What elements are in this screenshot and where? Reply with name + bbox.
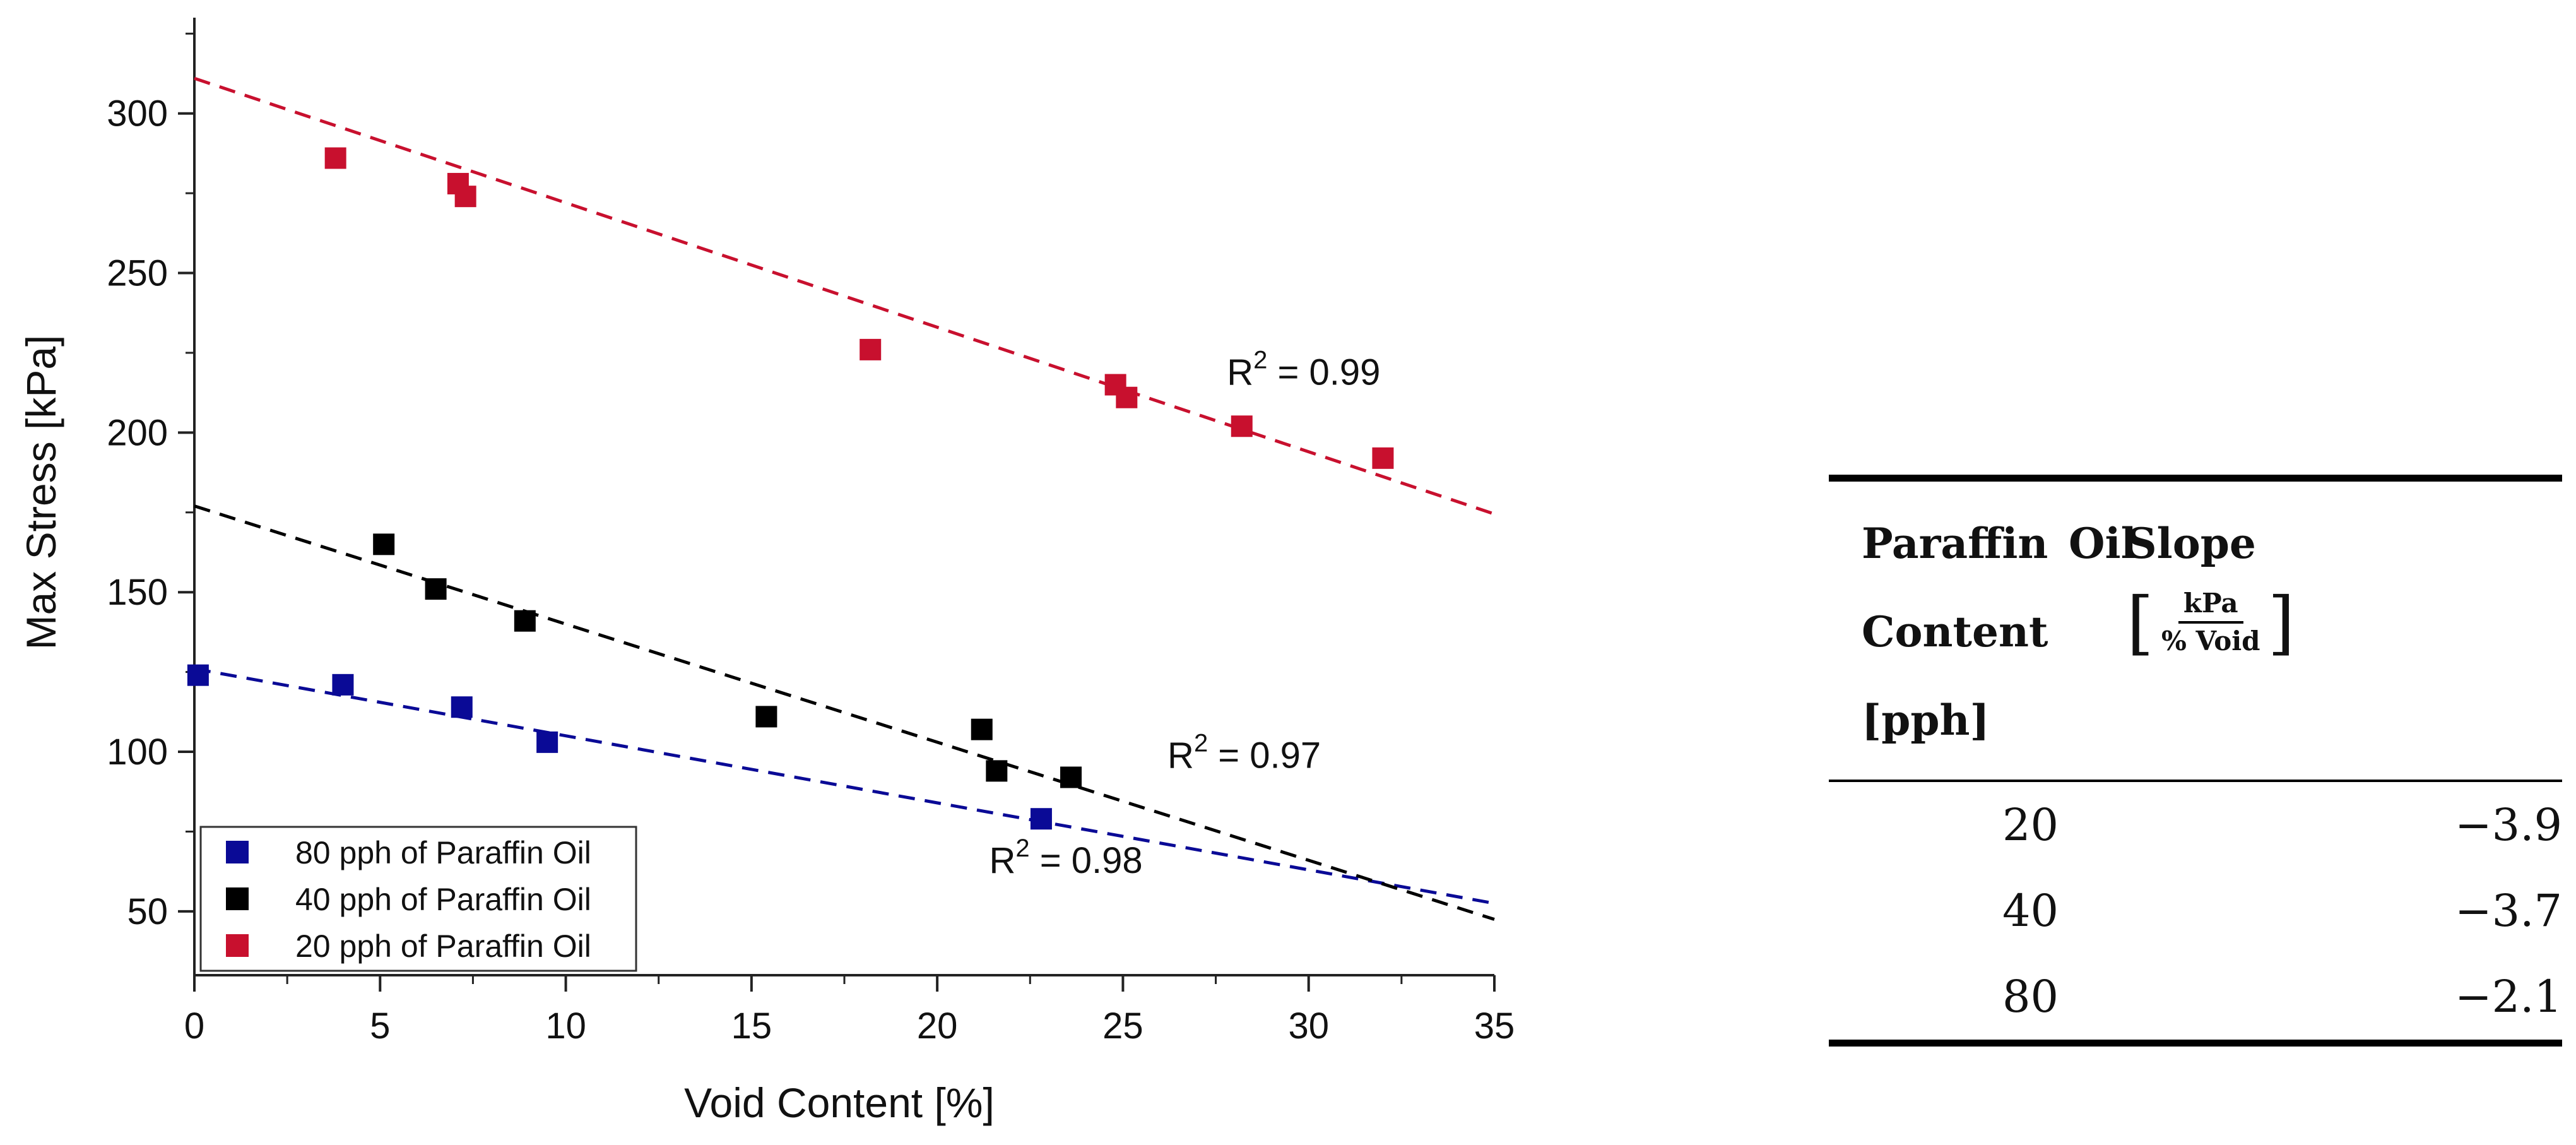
header-slope: Slope [ kPa % Void ] (2101, 478, 2562, 781)
header-paraffin: Paraffin (1862, 519, 2048, 568)
x-tick-label: 5 (370, 1006, 390, 1047)
y-tick-label: 200 (107, 412, 168, 453)
cell-slope: −2.1 (2455, 971, 2562, 1023)
data-point-series-1 (986, 760, 1008, 782)
y-axis-label: Max Stress [kPa] (18, 335, 64, 650)
r2-annotation: R2 = 0.97 (1167, 729, 1321, 776)
x-tick-label: 35 (1474, 1006, 1515, 1047)
table-row: 40 −3.7 (1829, 868, 2562, 954)
legend-label: 80 pph of Paraffin Oil (295, 835, 591, 870)
data-point-series-0 (332, 673, 354, 696)
scatter-chart: 0 5 10 15 20 25 30 35 50 100 150 200 250 300 R2 = 0.98… (18, 18, 1515, 1126)
unit-fraction: kPa % Void (2156, 588, 2266, 657)
table-header-row: Paraffin Oil Content [pph] Slope [ kPa %… (1829, 478, 2562, 781)
header-line-1: Paraffin (1862, 499, 2101, 588)
r2-annotation: R2 = 0.98 (990, 834, 1143, 881)
unit-bracket-left: [ (2127, 582, 2154, 663)
cell-pph: 20 (2002, 799, 2059, 851)
data-point-series-0 (536, 731, 558, 753)
data-point-series-1 (373, 533, 395, 555)
data-point-series-2 (1116, 386, 1138, 408)
legend-marker (226, 934, 249, 957)
data-point-series-0 (1030, 808, 1052, 830)
header-slope-title: Slope (2127, 519, 2256, 568)
r2-annotation: R2 = 0.99 (1227, 347, 1380, 393)
plot-area: 0 5 10 15 20 25 30 35 50 100 150 200 250 300 R2 = 0.98… (107, 18, 1515, 1047)
data-point-series-0 (187, 664, 209, 686)
y-tick-label: 150 (107, 572, 168, 613)
unit-numerator: kPa (2178, 588, 2243, 624)
unit-bracket-right: ] (2267, 582, 2295, 663)
slope-table: Paraffin Oil Content [pph] Slope [ kPa %… (1829, 475, 2562, 1047)
y-tick-label: 100 (107, 732, 168, 773)
table-row: 20 −3.9 (1829, 781, 2562, 868)
x-tick-label: 0 (184, 1006, 204, 1047)
cell-pph: 80 (2002, 971, 2059, 1023)
fit-line-series-1 (194, 504, 1495, 921)
x-tick-label: 10 (545, 1006, 586, 1047)
legend-label: 40 pph of Paraffin Oil (295, 882, 591, 917)
data-point-series-1 (755, 706, 777, 728)
data-point-series-1 (1060, 766, 1082, 788)
legend-label: 20 pph of Paraffin Oil (295, 928, 591, 964)
data-point-series-2 (454, 186, 476, 208)
y-tick-label: 250 (107, 253, 168, 294)
unit-denominator: % Void (2161, 626, 2260, 656)
x-tick-label: 20 (917, 1006, 958, 1047)
data-point-series-0 (451, 696, 473, 718)
y-tick-label: 50 (127, 891, 168, 932)
x-axis-label: Void Content [%] (684, 1079, 995, 1126)
header-paraffin-content: Paraffin Oil Content [pph] (1829, 478, 2137, 781)
data-point-series-2 (324, 147, 346, 169)
y-tick-label: 300 (107, 93, 168, 134)
legend-marker (226, 841, 249, 863)
data-point-series-2 (1231, 415, 1253, 437)
cell-pph: 40 (2002, 885, 2059, 937)
legend-box (199, 826, 637, 972)
x-tick-label: 25 (1102, 1006, 1143, 1047)
data-point-series-2 (1372, 447, 1394, 469)
fit-line-series-2 (194, 76, 1495, 516)
data-point-series-1 (514, 610, 536, 632)
fit-line-series-0 (194, 667, 1495, 905)
x-tick-label: 30 (1288, 1006, 1329, 1047)
data-point-series-1 (971, 718, 993, 740)
x-tick-label: 15 (731, 1006, 772, 1047)
data-point-series-1 (425, 578, 447, 600)
cell-slope: −3.7 (2455, 885, 2562, 937)
data-point-series-2 (860, 338, 882, 360)
cell-slope: −3.9 (2455, 799, 2562, 851)
header-content: Content (1862, 607, 2048, 656)
header-oil: Oil (2069, 519, 2137, 568)
legend-marker (226, 887, 249, 910)
slope-unit: [ kPa % Void ] (2127, 588, 2295, 657)
table-row: 80 −2.1 (1829, 954, 2562, 1043)
header-pph: [pph] (1862, 696, 1990, 745)
